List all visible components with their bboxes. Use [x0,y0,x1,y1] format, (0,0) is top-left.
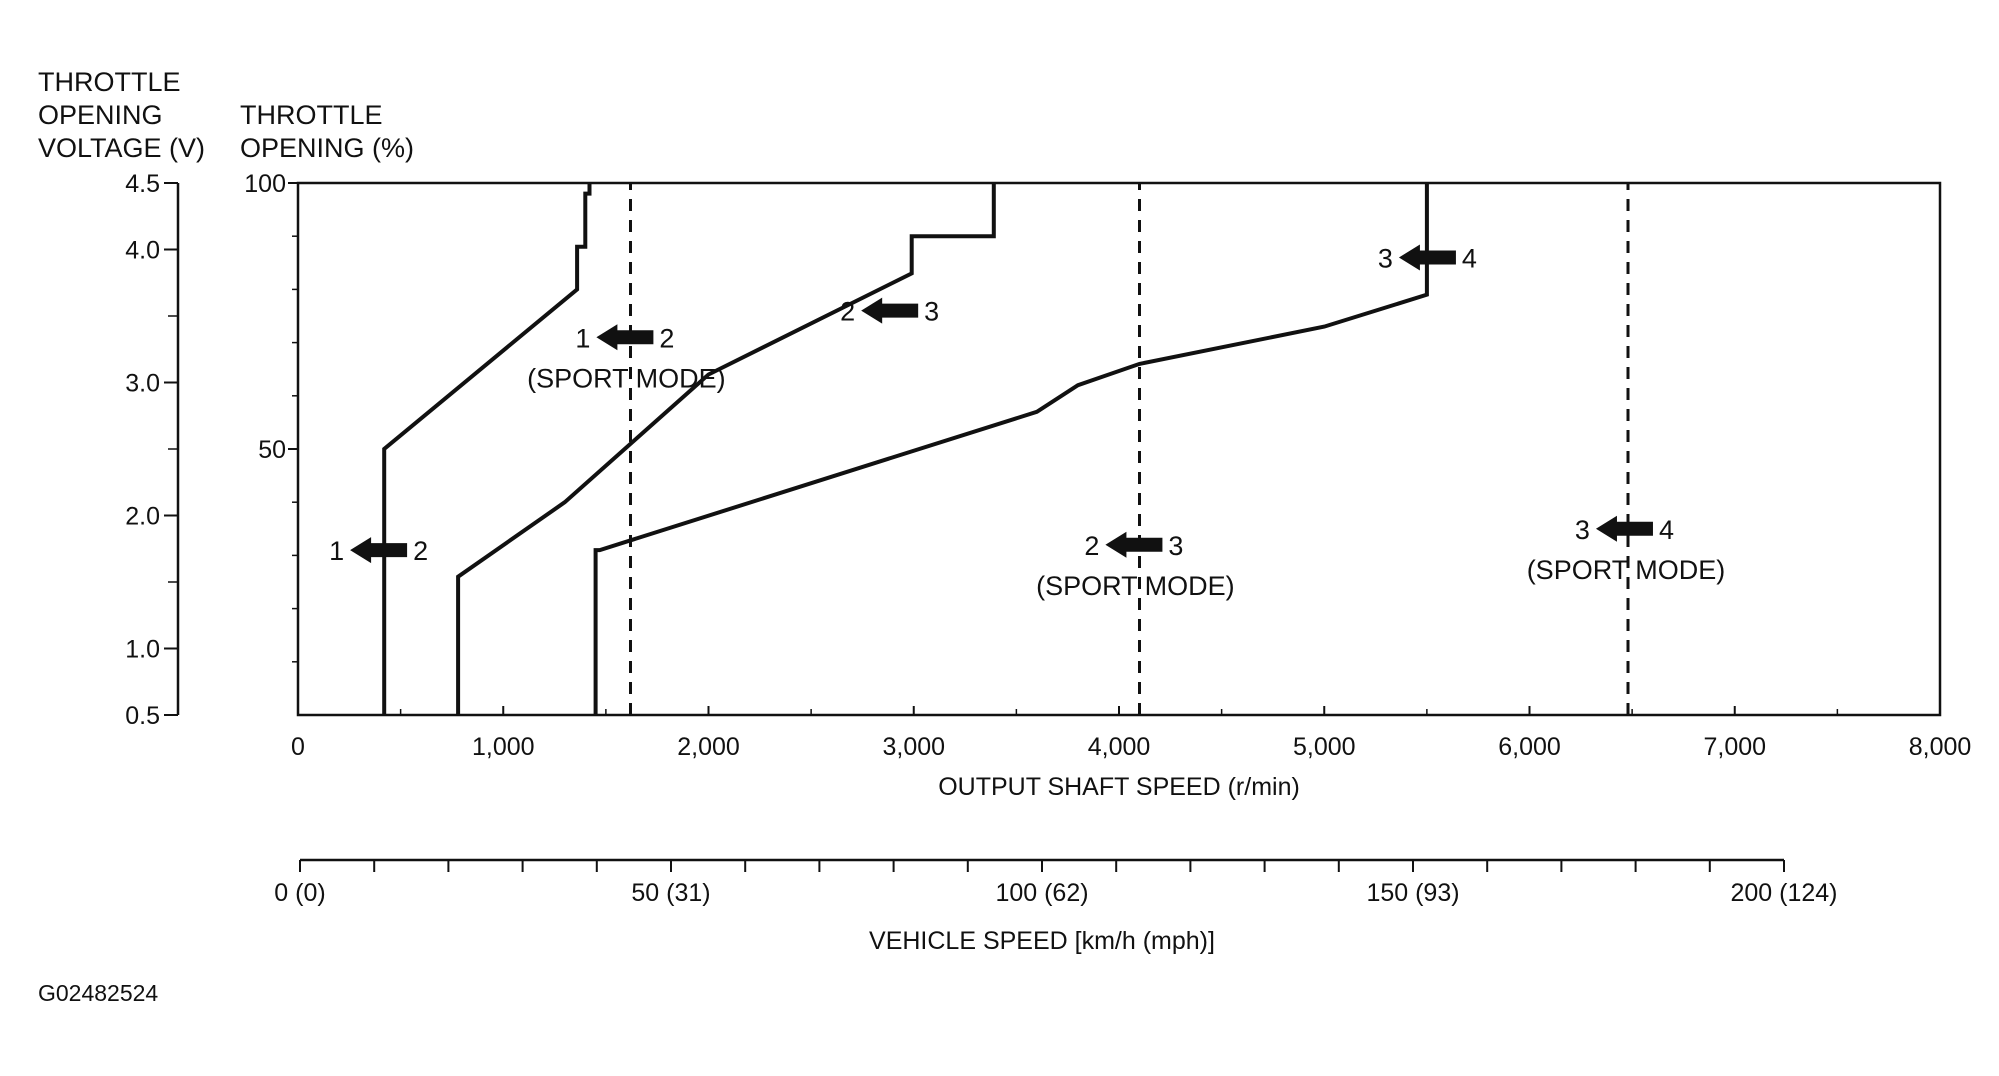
shift-from-gear: 3 [1378,243,1393,273]
voltage-header-line-2: OPENING [38,100,163,130]
percent-header-line-2: OPENING (%) [240,133,415,163]
voltage-tick-label: 3.0 [125,370,160,398]
voltage-header-line-3: VOLTAGE (V) [38,133,206,163]
x-tick-label: 5,000 [1293,733,1356,761]
x-tick-label: 2,000 [677,733,740,761]
x-tick-label: 7,000 [1703,733,1766,761]
vehicle-speed-tick-label: 100 (62) [995,879,1088,907]
plot-frame [296,181,1942,717]
x-tick-label: 1,000 [472,733,535,761]
percent-axis-header: THROTTLE OPENING (%) [240,99,414,165]
voltage-header-line-1: THROTTLE [38,67,181,97]
shift-to-gear: 2 [659,323,674,353]
voltage-tick-label: 4.0 [125,237,160,265]
voltage-tick-label: 4.5 [125,170,160,198]
x-tick-label: 6,000 [1498,733,1561,761]
x-tick-label: 3,000 [882,733,945,761]
x-tick-label: 8,000 [1909,733,1972,761]
shift-to-gear: 4 [1462,243,1477,273]
shift-from-gear: 2 [840,297,855,327]
shift-mode-label: (SPORT MODE) [527,363,726,393]
vehicle-speed-tick-label: 50 (31) [631,879,710,907]
shift-arrow [350,537,408,564]
shift-from-gear: 2 [1084,531,1099,561]
upshift-curve [382,183,592,715]
shift-mode-label: (SPORT MODE) [1036,571,1235,601]
x-tick-label: 0 [291,733,305,761]
shift-to-gear: 4 [1659,515,1674,545]
shift-arrow [596,324,654,351]
vehicle-speed-tick-label: 0 (0) [274,879,325,907]
shift-mode-label: (SPORT MODE) [1527,555,1726,585]
shift-from-gear: 1 [329,536,344,566]
vehicle-speed-tick-label: 200 (124) [1730,879,1837,907]
shift-to-gear: 2 [413,536,428,566]
upshift-curve [593,183,1429,715]
shift-arrow [1595,515,1653,542]
voltage-tick-label: 2.0 [125,503,160,531]
vehicle-speed-axis-label: VEHICLE SPEED [km/h (mph)] [869,927,1215,955]
shift-from-gear: 1 [575,323,590,353]
voltage-axis-header: THROTTLE OPENING VOLTAGE (V) [38,66,205,165]
percent-header-line-1: THROTTLE [240,100,383,130]
voltage-tick-label: 0.5 [125,702,160,730]
shift-from-gear: 3 [1575,515,1590,545]
x-tick-label: 4,000 [1088,733,1151,761]
percent-tick-label: 50 [258,436,286,464]
vehicle-speed-tick-label: 150 (93) [1366,879,1459,907]
shift-arrow [1105,531,1163,558]
shift-arrow [1398,244,1456,271]
shift-to-gear: 3 [924,297,939,327]
figure-id: G02482524 [38,980,159,1006]
percent-tick-label: 100 [244,170,286,198]
shift-arrow [861,297,919,324]
voltage-tick-label: 1.0 [125,636,160,664]
x-axis-label: OUTPUT SHAFT SPEED (r/min) [938,773,1300,801]
shift-to-gear: 3 [1168,531,1183,561]
upshift-curve [456,183,996,715]
